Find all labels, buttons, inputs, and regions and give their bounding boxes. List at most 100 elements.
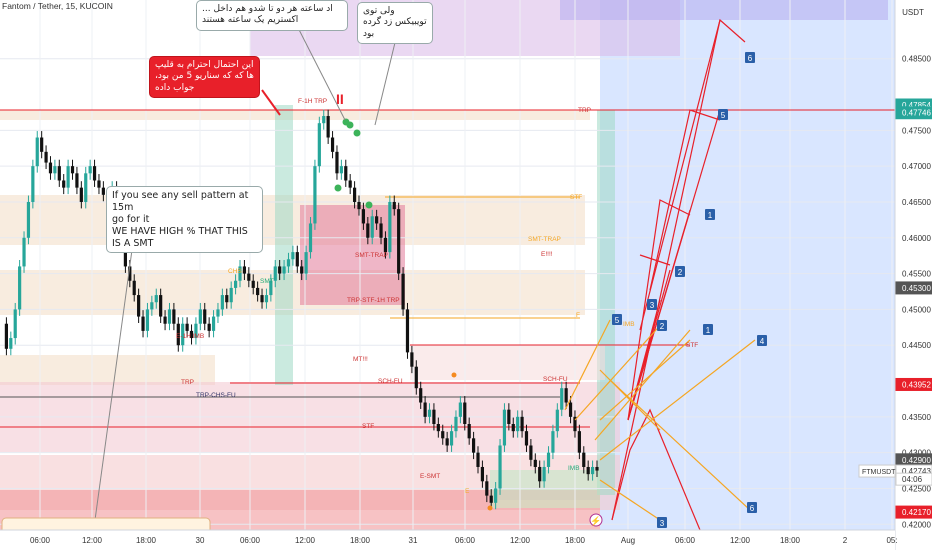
candle-body	[79, 187, 83, 202]
price-badge-text: 0.42900	[902, 456, 931, 465]
projection-label-badge	[657, 320, 667, 331]
price-badge	[895, 281, 932, 295]
price-badge	[895, 505, 932, 519]
x-tick-label: 12:00	[730, 536, 751, 545]
projection-label-text: 1	[706, 326, 711, 335]
projection-red-path-5	[611, 408, 701, 531]
candle-body	[150, 302, 154, 310]
candle-body	[463, 402, 467, 424]
candle-body	[44, 151, 48, 163]
candle-body	[264, 295, 269, 303]
candle-body	[524, 431, 529, 446]
candle-body	[449, 431, 454, 446]
annotation-callout-top-right[interactable]: ولی توی تویبیکس زد گرده بود	[357, 2, 433, 44]
x-tick-label: 12:00	[295, 536, 316, 545]
projection-label-badge	[612, 314, 622, 325]
zone-label: CHS	[228, 268, 242, 275]
candle-body	[507, 409, 511, 424]
candle-body	[370, 216, 374, 238]
candle-body	[291, 252, 295, 260]
smt-note-line-3: WE HAVE HIGH % THAT THIS IS A SMT	[112, 225, 248, 249]
projection-orange-line	[599, 339, 691, 421]
zone-left-mid	[0, 355, 215, 385]
zone-label: E-1H IMB	[176, 333, 204, 340]
candle-body	[516, 416, 520, 432]
currency-label: USDT	[902, 8, 924, 17]
projection-label-text: 5	[615, 316, 620, 325]
candle-body	[66, 166, 70, 188]
projection-label-badge	[657, 517, 667, 528]
candle-body	[555, 409, 559, 432]
candle-body	[189, 330, 194, 339]
candle-body	[467, 424, 471, 439]
candle-body	[357, 201, 361, 210]
annotation-callout-top-left[interactable]: ... اد ساعته هر دو تا شدو هم داخل اکستری…	[196, 0, 348, 31]
red-callout-pointer	[261, 89, 281, 116]
candle-body	[53, 166, 57, 174]
projection-label-text: 5	[721, 111, 726, 120]
projection-label-text: 1	[708, 211, 713, 220]
candle-body	[480, 466, 485, 482]
candle-body	[163, 316, 167, 324]
candle-body	[423, 402, 427, 417]
candle-body	[397, 209, 401, 274]
annotation-callout-red[interactable]: این احتمال احترام به قلیپ ها که که سناری…	[149, 56, 260, 98]
candle-body	[18, 266, 22, 310]
zone-label: SMT	[260, 278, 274, 285]
candle-body	[242, 266, 247, 274]
projection-label-text: 6	[750, 504, 755, 513]
price-badge	[895, 377, 932, 391]
time-axis-bg	[0, 530, 895, 550]
candle-body	[273, 266, 277, 281]
candle-body	[392, 201, 396, 210]
projection-orange-line	[574, 319, 666, 421]
candle-body	[247, 273, 251, 281]
projection-label-text: 6	[748, 54, 753, 63]
candle-body	[26, 201, 31, 238]
y-tick-label: 0.43000	[902, 449, 931, 458]
projection-red-path-4	[639, 254, 671, 266]
candle-body	[225, 295, 229, 303]
projection-orange-line	[599, 479, 661, 521]
candle-body	[568, 402, 573, 417]
candle-body	[238, 266, 242, 281]
x-tick-label: Aug	[621, 536, 635, 545]
symbol-badge-text: FTMUSDT	[862, 469, 896, 476]
candle-body	[141, 316, 145, 331]
candle-body	[436, 424, 440, 432]
candle-body	[40, 137, 44, 152]
zone-green-imb-2	[490, 500, 600, 508]
projection-label-badge	[647, 299, 657, 310]
price-badge	[895, 472, 932, 486]
projection-label-text: 3	[660, 519, 665, 528]
candle-body	[595, 466, 599, 471]
candle-body	[167, 309, 172, 324]
annotation-callout-smt[interactable]: If you see any sell pattern at 15m go fo…	[106, 186, 263, 254]
price-badge-text: 0.43952	[902, 380, 931, 389]
candle-body	[590, 466, 595, 475]
zone-label: TRP	[181, 379, 194, 386]
x-tick-label: 18:00	[136, 536, 157, 545]
candle-body	[441, 431, 445, 439]
x-tick-label: 06:00	[30, 536, 51, 545]
x-tick-label: 18:00	[350, 536, 371, 545]
candle-body	[401, 273, 405, 310]
candle-body	[233, 280, 238, 288]
price-badge-text: 0.45300	[902, 284, 931, 293]
x-tick-label: 30	[196, 536, 205, 545]
zone-label: TRP-STF-1H TRP	[347, 297, 400, 304]
zone-label: E	[465, 488, 470, 495]
candle-body	[586, 466, 590, 475]
candle-body	[308, 223, 313, 253]
candle-body	[502, 409, 507, 446]
candle-body	[326, 116, 330, 138]
symbol-label: Fantom / Tether, 15, KUCOIN	[2, 1, 113, 11]
zone-label: STF	[362, 423, 374, 430]
candle-body	[317, 123, 321, 167]
double-bar-marker: II	[336, 91, 344, 107]
projection-zone-bg	[600, 0, 895, 530]
callout-pointer-3	[94, 227, 136, 521]
candle-body	[330, 137, 335, 152]
projection-label-text: 4	[760, 337, 765, 346]
